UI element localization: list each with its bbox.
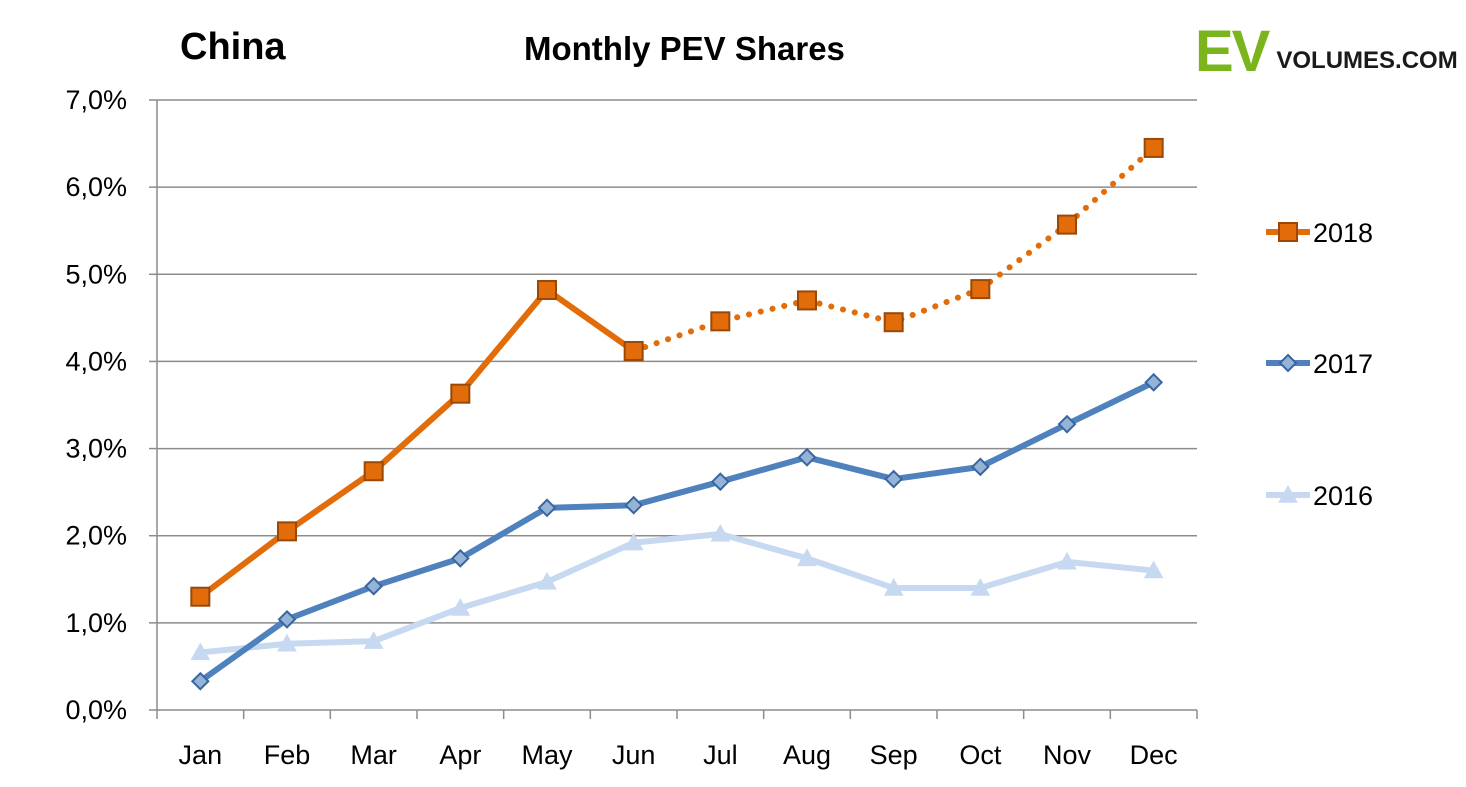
x-tick-label: May: [521, 740, 573, 770]
series-line-2018: [197, 286, 637, 600]
data-point-2016-Jul: [710, 523, 731, 542]
x-tick-label: Jan: [179, 740, 223, 770]
x-tick-label: Jun: [612, 740, 656, 770]
data-point-2017-Apr: [450, 548, 470, 568]
data-point-2018-Sep: [883, 312, 904, 333]
legend-item-2016: 2016: [1266, 481, 1373, 511]
x-tick-label: Jul: [703, 740, 738, 770]
x-tick-label: Mar: [350, 740, 397, 770]
y-tick-label: 4,0%: [65, 346, 127, 376]
y-tick-label: 6,0%: [65, 172, 127, 202]
data-point-2018-Oct: [970, 279, 991, 300]
x-tick-label: Oct: [959, 740, 1002, 770]
legend-label: 2018: [1313, 218, 1373, 248]
data-point-2016-Oct: [970, 577, 991, 596]
series-2016: [190, 523, 1164, 661]
x-tick-label: Dec: [1130, 740, 1178, 770]
data-point-2017-Jan: [190, 671, 210, 691]
series-line-2017: [197, 379, 1157, 685]
x-tick-labels: Jan Feb Mar Apr May Jun Jul Aug Sep Oct Nov Dec: [179, 740, 1178, 770]
legend-marker-2016: [1278, 484, 1298, 503]
data-point-2017-Jul: [710, 472, 730, 492]
gridlines: [157, 99, 1197, 624]
y-tick-label: 7,0%: [65, 85, 127, 115]
data-point-2016-Mar: [363, 631, 384, 649]
data-point-2016-Jun: [623, 532, 644, 551]
data-point-2017-Oct: [970, 457, 990, 477]
chart-title: Monthly PEV Shares: [524, 30, 845, 67]
x-tick-label: Apr: [439, 740, 481, 770]
axes: [149, 99, 1198, 719]
data-point-2017-Feb: [277, 609, 297, 629]
legend-label: 2016: [1313, 481, 1373, 511]
legend-label: 2017: [1313, 349, 1373, 379]
data-point-2018-Jun: [623, 340, 644, 361]
legend-marker-2018: [1278, 222, 1298, 242]
data-point-2017-Jun: [624, 495, 644, 515]
y-tick-label: 5,0%: [65, 259, 127, 289]
data-point-2017-Mar: [364, 576, 384, 596]
data-point-2016-May: [537, 571, 557, 590]
x-tick-label: Nov: [1043, 740, 1092, 770]
y-tick-label: 1,0%: [65, 608, 127, 638]
x-tick-label: Aug: [783, 740, 831, 770]
region-label: China: [180, 26, 286, 68]
data-point-2018-Mar: [363, 461, 384, 482]
series-lines: [190, 137, 1164, 691]
legend: 2018 2017 2016: [1266, 218, 1373, 511]
x-tick-label: Feb: [264, 740, 311, 770]
data-point-2016-Jan: [190, 642, 211, 661]
y-tick-label: 0,0%: [65, 695, 127, 725]
data-point-2016-Nov: [1057, 551, 1077, 570]
x-tick-label: Sep: [870, 740, 918, 770]
data-point-2018-Aug: [797, 290, 817, 311]
data-point-2017-May: [537, 498, 557, 518]
legend-item-2017: 2017: [1266, 349, 1373, 379]
data-point-2018-May: [537, 279, 557, 300]
legend-marker-2017: [1278, 353, 1298, 373]
series-line-2016: [197, 530, 1157, 656]
data-point-2018-Jan: [190, 586, 211, 607]
data-point-2016-Apr: [450, 598, 471, 616]
data-point-2016-Feb: [277, 633, 297, 652]
legend-item-2018: 2018: [1266, 218, 1373, 248]
data-point-2018-Dec: [1143, 137, 1164, 158]
y-tick-label: 2,0%: [65, 521, 127, 551]
series-2018: [190, 137, 1164, 607]
data-point-2017-Dec: [1144, 372, 1164, 392]
logo-ev-text: EV: [1195, 19, 1270, 84]
data-point-2018-Feb: [277, 521, 297, 542]
data-point-2017-Nov: [1057, 414, 1077, 434]
data-point-2016-Sep: [883, 577, 904, 596]
data-point-2017-Aug: [797, 447, 817, 467]
data-point-2017-Sep: [884, 469, 904, 489]
y-tick-label: 3,0%: [65, 434, 127, 464]
data-point-2018-Nov: [1057, 214, 1077, 235]
evvolumes-logo: EV VOLUMES.COM: [1195, 22, 1458, 82]
data-point-2016-Dec: [1143, 560, 1164, 579]
logo-domain-text: VOLUMES.COM: [1276, 47, 1458, 74]
data-point-2016-Aug: [797, 548, 817, 567]
y-tick-labels: 0,0% 1,0% 2,0% 3,0% 4,0% 5,0% 6,0% 7,0%: [65, 85, 127, 725]
data-point-2018-Jul: [710, 311, 731, 332]
series-2017: [190, 372, 1164, 691]
data-point-2018-Apr: [450, 383, 471, 404]
